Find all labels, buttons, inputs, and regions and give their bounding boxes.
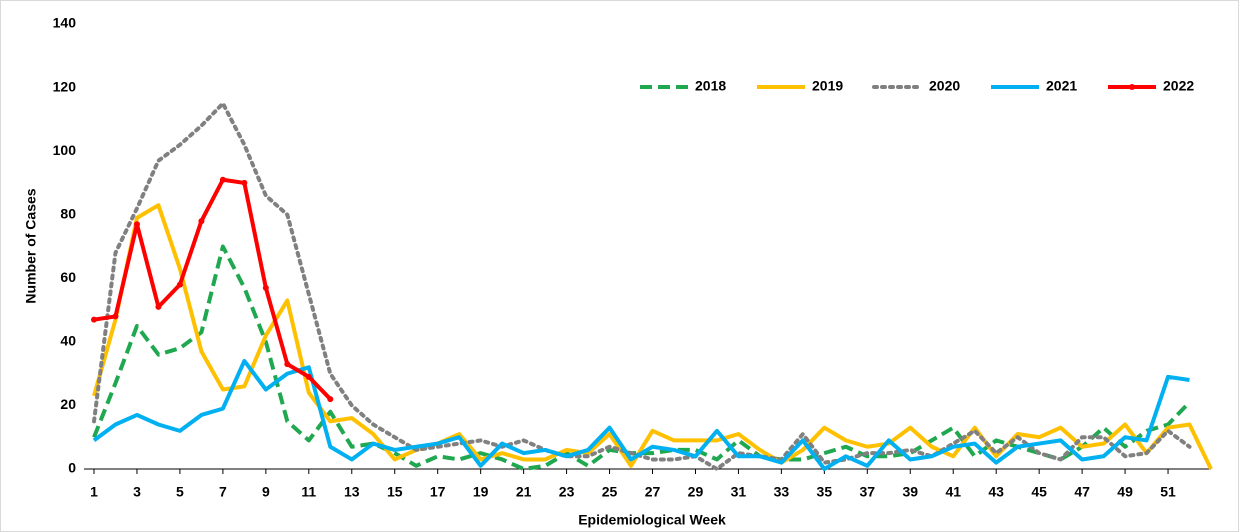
series-marker bbox=[284, 361, 291, 368]
series-line bbox=[92, 203, 1213, 470]
y-tick-label: 100 bbox=[53, 142, 77, 158]
x-tick-label: 15 bbox=[387, 484, 403, 500]
x-tick-label: 25 bbox=[602, 484, 618, 500]
x-tick-label: 13 bbox=[344, 484, 360, 500]
x-tick-label: 11 bbox=[301, 484, 316, 500]
y-tick-label: 140 bbox=[53, 15, 77, 31]
legend-marker bbox=[1129, 84, 1135, 90]
x-tick-label: 35 bbox=[817, 484, 833, 500]
series-line bbox=[92, 101, 1192, 471]
series-marker bbox=[327, 396, 334, 403]
x-tick-label: 37 bbox=[860, 484, 876, 500]
x-tick-label: 23 bbox=[559, 484, 575, 500]
legend-label: 2021 bbox=[1046, 78, 1077, 94]
x-tick-label: 33 bbox=[774, 484, 790, 500]
y-tick-label: 120 bbox=[53, 78, 77, 94]
series-marker bbox=[112, 313, 119, 320]
series-marker bbox=[133, 221, 140, 228]
x-tick-label: 47 bbox=[1074, 484, 1090, 500]
x-tick-label: 29 bbox=[688, 484, 704, 500]
y-axis-label: Number of Cases bbox=[23, 188, 39, 303]
series-line bbox=[92, 358, 1190, 471]
series-line bbox=[93, 177, 332, 401]
x-tick-label: 49 bbox=[1117, 484, 1133, 500]
series-marker bbox=[155, 303, 162, 310]
series-marker bbox=[176, 281, 183, 288]
legend-label: 2018 bbox=[695, 78, 726, 94]
x-tick-label: 7 bbox=[219, 484, 227, 500]
series-marker bbox=[305, 373, 312, 380]
x-tick-label: 3 bbox=[133, 484, 141, 500]
y-tick-label: 0 bbox=[68, 460, 76, 476]
series-marker bbox=[198, 218, 205, 225]
y-tick-label: 40 bbox=[60, 333, 76, 349]
x-tick-label: 31 bbox=[731, 484, 747, 500]
series-marker bbox=[219, 176, 226, 183]
x-tick-label: 21 bbox=[516, 484, 532, 500]
legend-label: 2019 bbox=[812, 78, 843, 94]
x-tick-label: 41 bbox=[945, 484, 961, 500]
x-tick-label: 39 bbox=[902, 484, 918, 500]
x-tick-label: 1 bbox=[90, 484, 98, 500]
y-tick-label: 80 bbox=[60, 205, 76, 221]
y-tick-label: 20 bbox=[60, 396, 76, 412]
y-tick-label: 60 bbox=[60, 269, 76, 285]
x-tick-label: 5 bbox=[176, 484, 184, 500]
x-tick-label: 51 bbox=[1160, 484, 1176, 500]
x-tick-label: 27 bbox=[645, 484, 661, 500]
legend-label: 2020 bbox=[929, 78, 960, 94]
series-marker bbox=[91, 316, 97, 323]
legend-label: 2022 bbox=[1163, 78, 1194, 94]
x-tick-label: 43 bbox=[988, 484, 1004, 500]
x-axis-label: Epidemiological Week bbox=[578, 512, 726, 528]
x-tick-label: 9 bbox=[262, 484, 270, 500]
x-tick-label: 17 bbox=[430, 484, 446, 500]
x-tick-label: 45 bbox=[1031, 484, 1047, 500]
series-marker bbox=[241, 179, 248, 186]
x-tick-label: 19 bbox=[473, 484, 489, 500]
series-marker bbox=[262, 284, 269, 291]
